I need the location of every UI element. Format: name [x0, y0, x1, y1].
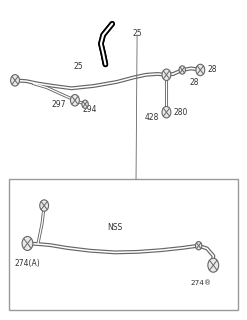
Circle shape	[162, 69, 171, 81]
Circle shape	[40, 200, 49, 211]
Text: 274®: 274®	[190, 279, 211, 285]
Circle shape	[196, 64, 205, 76]
Circle shape	[22, 236, 33, 251]
Text: 280: 280	[173, 108, 187, 117]
Text: 28: 28	[207, 66, 217, 75]
Circle shape	[195, 242, 202, 250]
Circle shape	[162, 107, 171, 118]
Bar	[9, 179, 238, 310]
Circle shape	[70, 94, 79, 106]
Text: 297: 297	[51, 100, 66, 109]
Text: 25: 25	[132, 29, 142, 38]
Text: 274(A): 274(A)	[15, 259, 40, 268]
Text: 25: 25	[74, 61, 83, 70]
Text: 428: 428	[144, 113, 159, 122]
Circle shape	[208, 258, 219, 272]
Circle shape	[11, 75, 20, 86]
Circle shape	[179, 66, 185, 74]
Text: 294: 294	[82, 105, 97, 114]
Text: NSS: NSS	[107, 223, 123, 232]
Circle shape	[82, 100, 88, 108]
Text: 28: 28	[189, 78, 199, 87]
